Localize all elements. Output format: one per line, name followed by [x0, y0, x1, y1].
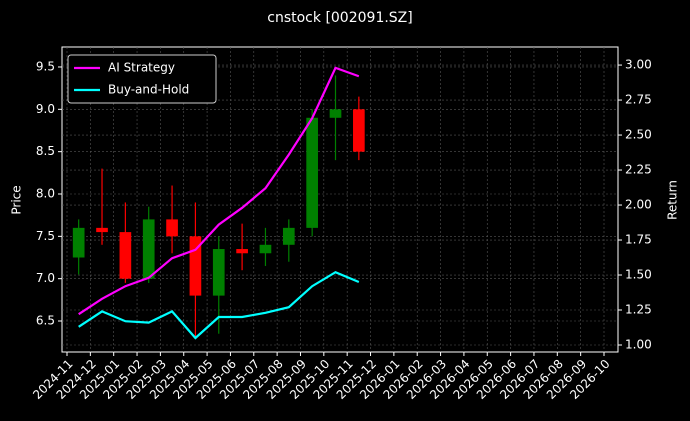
candle-body	[236, 249, 248, 254]
legend-label: AI Strategy	[108, 61, 175, 75]
candle-body	[119, 232, 132, 279]
candle-body	[353, 109, 365, 152]
y-tick-label: 8.0	[36, 186, 55, 200]
return-line	[78, 270, 360, 340]
y2-tick-label: 2.00	[625, 198, 652, 212]
y-tick-label: 6.5	[36, 314, 55, 328]
legend-box	[67, 54, 217, 104]
candle-body	[72, 227, 85, 258]
plot-frame	[61, 46, 619, 353]
y2-tick-label: 2.75	[625, 93, 652, 107]
y2-axis-label: Return	[666, 180, 680, 220]
candle-body	[329, 109, 342, 118]
candle-body	[189, 236, 202, 296]
y2-tick-label: 1.50	[625, 268, 652, 282]
legend: AI Strategy Buy-and-Hold	[67, 54, 217, 104]
candle-body	[142, 219, 155, 279]
candle-body	[259, 244, 272, 254]
return-line	[78, 66, 360, 316]
y-axis-label: Price	[10, 185, 24, 214]
y-tick-label: 7.5	[36, 229, 55, 243]
y-tick-label: 7.0	[36, 271, 55, 285]
candle-body	[212, 249, 225, 296]
candle-body	[306, 117, 318, 228]
candle-body	[166, 219, 178, 237]
candle-body	[96, 227, 108, 233]
y-tick-label: 9.0	[36, 102, 55, 116]
y-tick-label: 8.5	[36, 144, 55, 158]
y2-tick-label: 2.50	[625, 128, 652, 142]
candle-body	[282, 227, 295, 245]
y2-tick-label: 3.00	[625, 58, 652, 72]
y2-tick-label: 1.00	[625, 338, 652, 352]
legend-label: Buy-and-Hold	[108, 83, 189, 97]
y2-tick-label: 1.75	[625, 233, 652, 247]
y2-tick-label: 1.25	[625, 303, 652, 317]
y2-tick-label: 2.25	[625, 163, 652, 177]
y-tick-label: 9.5	[36, 59, 55, 73]
chart-title: cnstock [002091.SZ]	[267, 10, 412, 26]
